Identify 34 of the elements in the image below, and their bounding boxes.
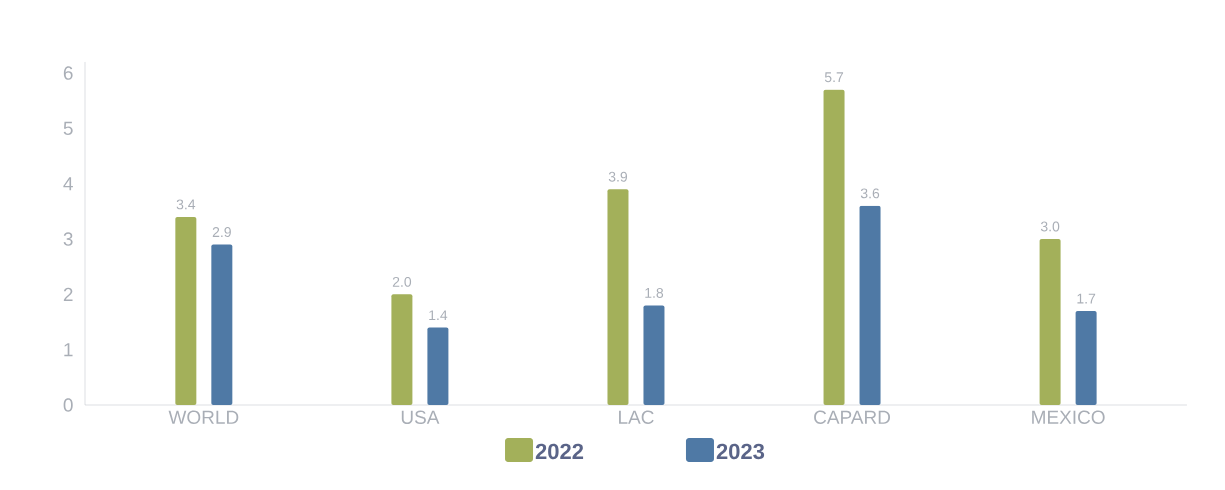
data-label: 1.7 (1077, 293, 1096, 304)
data-label: 3.4 (176, 199, 196, 210)
bar (175, 216, 197, 405)
y-tick-label: 6 (63, 66, 73, 80)
y-tick-label: 0 (63, 398, 73, 412)
data-label: 2.0 (392, 276, 412, 287)
bar (823, 89, 845, 405)
data-label: 5.7 (824, 72, 844, 83)
bar (859, 205, 881, 405)
y-tick-label: 2 (63, 287, 73, 301)
bar (1075, 310, 1097, 405)
y-tick-label: 3 (63, 232, 73, 246)
legend-label: 2023 (716, 443, 765, 460)
bar (643, 305, 665, 405)
bar (427, 327, 449, 405)
y-tick-label: 1 (64, 343, 73, 357)
x-tick-label: USA (401, 410, 440, 424)
data-label: 3.0 (1040, 221, 1060, 232)
x-tick-label: LAC (619, 410, 654, 424)
data-label: 1.4 (429, 310, 448, 321)
bar (1039, 239, 1061, 405)
data-label: 1.8 (645, 287, 664, 298)
data-label: 3.6 (860, 188, 880, 199)
x-tick-label: WORLD (168, 410, 239, 424)
x-tick-label: MEXICO (1032, 410, 1105, 424)
y-tick-label: 4 (63, 177, 73, 191)
bar (607, 189, 629, 405)
bar (211, 244, 233, 405)
data-label: 3.9 (608, 171, 628, 182)
bar (391, 294, 413, 405)
legend-label: 2022 (535, 443, 584, 460)
y-tick-label: 5 (63, 121, 73, 136)
x-tick-label: CAPARD (814, 410, 891, 424)
data-label: 2.9 (212, 227, 231, 238)
